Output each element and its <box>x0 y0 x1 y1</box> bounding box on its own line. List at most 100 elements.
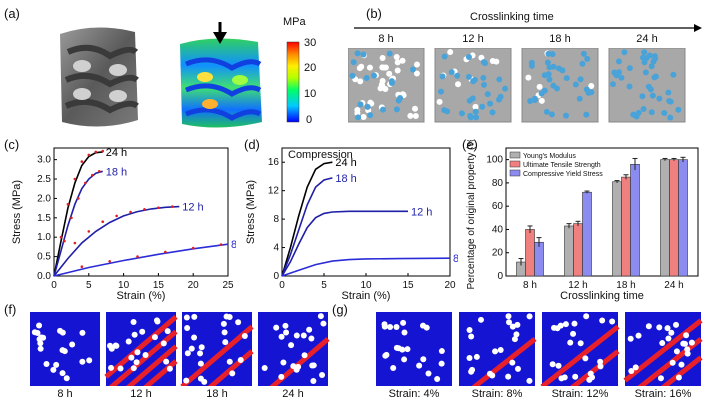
bar <box>525 229 535 277</box>
blue-particle <box>496 96 503 103</box>
particle <box>319 371 326 378</box>
colorbar <box>286 41 300 123</box>
plot-frame <box>505 147 699 277</box>
tile-g-label-0: Strain: 4% <box>388 388 440 400</box>
white-particle <box>407 112 414 119</box>
particle <box>669 359 676 366</box>
data-point <box>77 197 80 200</box>
y-tick-label: 0 <box>273 271 279 282</box>
y-tick-label: 0.5 <box>37 252 51 263</box>
blue-particle <box>393 106 400 113</box>
particle <box>151 334 158 341</box>
particle <box>43 361 50 368</box>
sim-tile-1 <box>104 312 178 386</box>
data-point <box>101 149 105 153</box>
tile-b-label-0: 8 h <box>378 33 394 45</box>
blue-particle <box>576 95 583 102</box>
particle <box>673 348 680 355</box>
particle <box>597 363 604 370</box>
particle <box>381 321 388 328</box>
tile-f-label-1: 12 h <box>130 388 152 400</box>
series-label-8h: 8 h <box>453 253 458 265</box>
particle <box>142 351 149 358</box>
particle <box>108 364 115 371</box>
blue-particle <box>527 97 534 104</box>
blue-particle <box>583 111 590 118</box>
data-point <box>59 235 63 239</box>
particle <box>197 360 204 367</box>
white-particle <box>536 83 543 90</box>
blue-particle <box>371 72 378 79</box>
x-tick-label: 5 <box>321 280 327 291</box>
particle <box>300 332 307 339</box>
particle <box>288 342 295 349</box>
blue-particle <box>554 85 561 92</box>
particle <box>387 324 394 331</box>
white-particle <box>413 70 420 77</box>
shear-band <box>570 349 620 386</box>
sim-tile-0 <box>376 312 452 386</box>
particle <box>160 340 167 347</box>
colorbar-tick-20: 20 <box>304 62 317 74</box>
bar <box>669 159 679 277</box>
particle <box>635 332 642 339</box>
tile-f-label-3: 24 h <box>282 388 304 400</box>
particle <box>57 327 64 334</box>
particle <box>86 357 93 364</box>
white-particle <box>436 98 443 105</box>
legend-swatch <box>509 169 521 177</box>
data-point <box>191 246 195 250</box>
particle <box>310 362 317 369</box>
particle <box>226 358 233 365</box>
series-label-18h: 18 h <box>106 166 127 178</box>
legend-swatch <box>509 160 521 168</box>
chart-e: 0 20 40 60 80 100 8 h 12 h 18 h 24 h Crosslinking … <box>466 140 699 302</box>
particle <box>473 353 480 360</box>
particle <box>513 331 520 338</box>
x-tick-label: 15 <box>153 280 165 291</box>
series-line-24h <box>53 151 103 277</box>
sim-tile-2 <box>540 312 620 386</box>
blue-particle <box>388 79 395 86</box>
blue-particle <box>645 83 652 90</box>
x-tick-label: 12 h <box>568 280 587 291</box>
series-line-8h <box>281 257 451 277</box>
particle <box>468 333 475 340</box>
blue-particle <box>363 74 370 81</box>
bar <box>564 225 574 277</box>
particle <box>438 348 445 355</box>
data-point <box>87 153 91 157</box>
particle <box>526 313 533 320</box>
data-point <box>97 169 101 173</box>
particle <box>37 340 44 347</box>
white-particle <box>447 49 454 56</box>
blue-particle <box>543 108 550 115</box>
x-tick-label: 20 <box>444 280 456 291</box>
particle <box>683 332 690 339</box>
x-tick-label: 10 <box>360 280 372 291</box>
data-point <box>90 173 94 177</box>
particle <box>425 370 432 377</box>
particle <box>477 316 484 323</box>
blue-particle <box>572 81 579 88</box>
particle <box>293 366 300 373</box>
y-tick-label: 0 <box>497 271 503 282</box>
particle <box>657 375 664 382</box>
particle <box>466 327 473 334</box>
y-tick-label: 40 <box>492 224 504 235</box>
series-line-18h <box>281 177 333 277</box>
particle <box>154 318 161 325</box>
particle <box>163 358 170 365</box>
particle <box>50 366 57 373</box>
particle <box>69 341 76 348</box>
tile-b-label-1: 12 h <box>462 33 484 45</box>
tile-b-1 <box>434 48 512 123</box>
series-label-12h: 12 h <box>182 202 203 214</box>
blue-particle <box>548 111 555 118</box>
blue-particle <box>354 50 361 57</box>
particle <box>526 377 533 384</box>
blue-particle <box>444 108 451 115</box>
blue-particle <box>650 58 657 65</box>
sim-tile-1 <box>459 312 537 386</box>
particle <box>382 352 389 359</box>
